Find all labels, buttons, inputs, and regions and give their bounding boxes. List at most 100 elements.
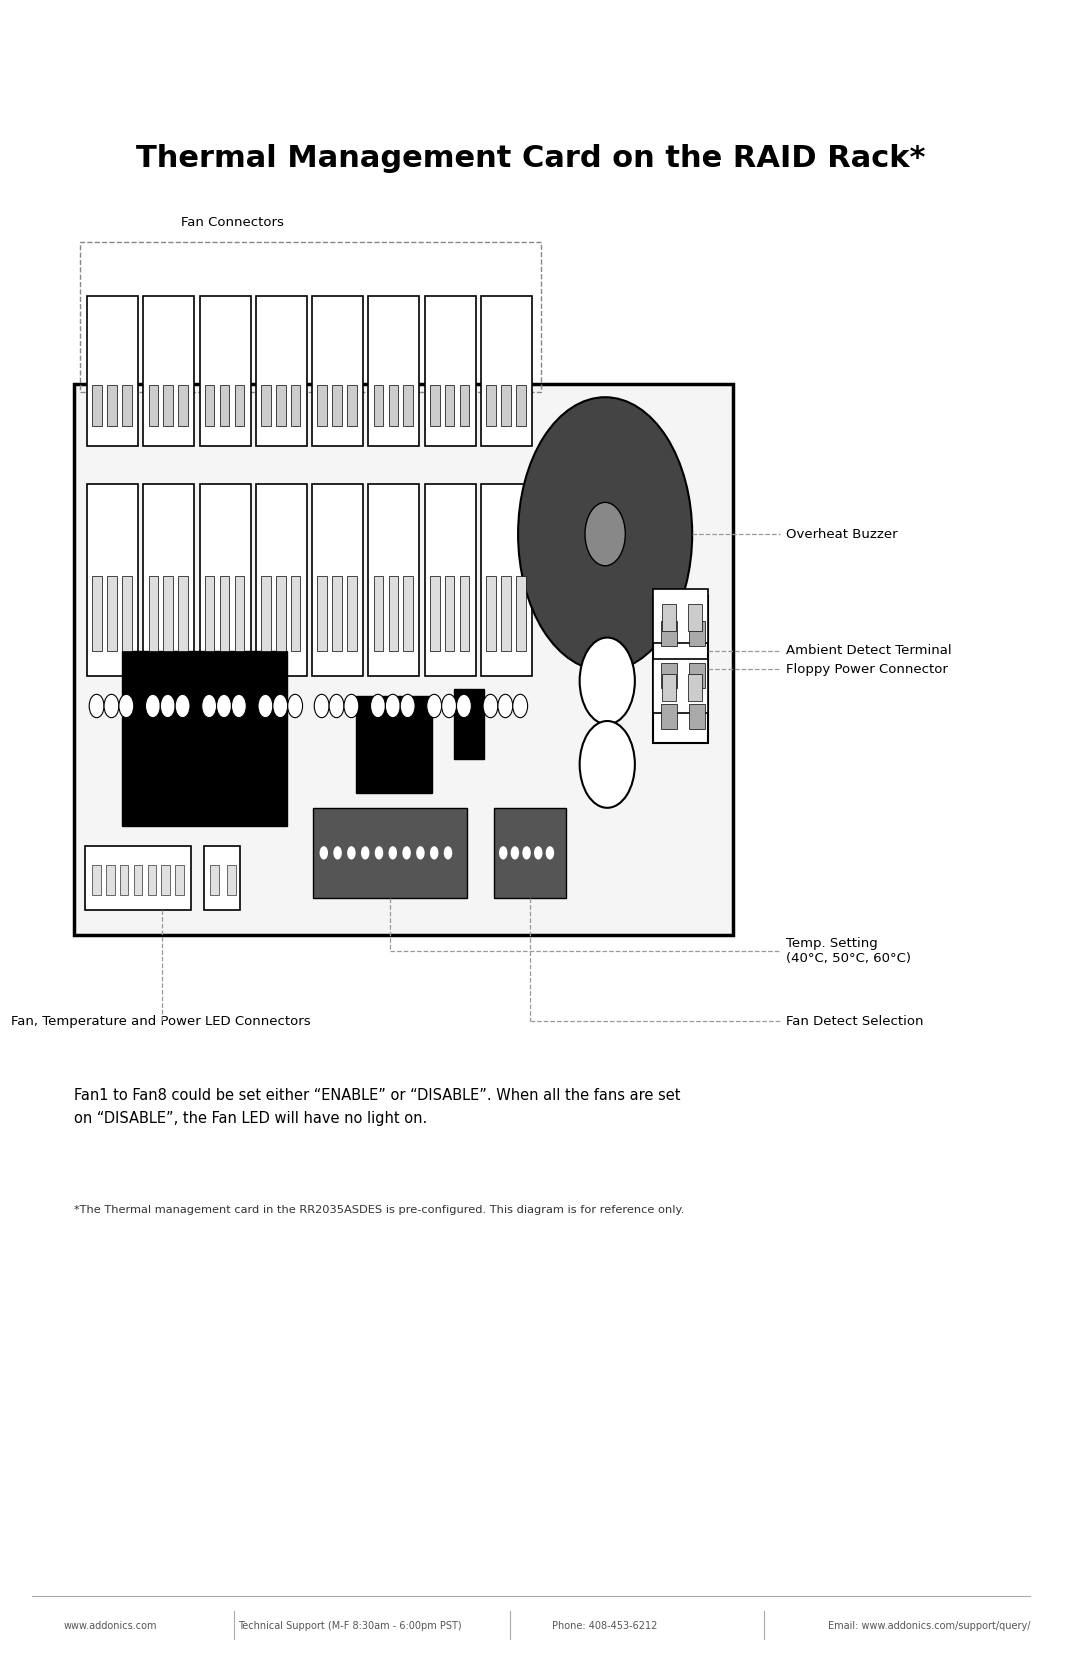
Circle shape <box>287 694 302 718</box>
Circle shape <box>430 846 438 860</box>
Bar <box>430 576 440 651</box>
Bar <box>234 384 244 426</box>
Text: Thermal Management Card on the RAID Rack*: Thermal Management Card on the RAID Rack… <box>136 144 926 174</box>
Circle shape <box>401 694 415 718</box>
Circle shape <box>361 846 369 860</box>
Bar <box>424 484 475 676</box>
Bar <box>106 865 114 895</box>
Text: Overheat Buzzer: Overheat Buzzer <box>785 527 897 541</box>
Bar <box>122 384 132 426</box>
Bar <box>460 576 469 651</box>
Bar <box>688 604 702 631</box>
Bar <box>234 576 244 651</box>
Bar <box>368 297 419 446</box>
Bar <box>205 576 215 651</box>
Bar <box>107 576 117 651</box>
Bar <box>501 384 511 426</box>
Bar <box>178 576 188 651</box>
Text: Temp. Setting
(40°C, 50°C, 60°C): Temp. Setting (40°C, 50°C, 60°C) <box>785 938 910 965</box>
Bar <box>163 576 173 651</box>
Bar <box>389 576 399 651</box>
Bar <box>460 384 469 426</box>
Bar <box>276 576 285 651</box>
Circle shape <box>175 694 190 718</box>
Circle shape <box>545 846 554 860</box>
Bar <box>211 865 218 895</box>
Text: Fan Connectors: Fan Connectors <box>180 215 283 229</box>
Circle shape <box>231 694 246 718</box>
Bar <box>661 704 677 729</box>
Circle shape <box>386 694 401 718</box>
Bar <box>134 865 143 895</box>
Bar <box>318 576 327 651</box>
Bar <box>107 384 117 426</box>
Bar <box>120 865 129 895</box>
Circle shape <box>334 846 342 860</box>
Bar <box>312 484 363 676</box>
Circle shape <box>511 846 519 860</box>
Text: Floppy Power Connector: Floppy Power Connector <box>785 663 947 676</box>
Bar <box>161 865 170 895</box>
Bar <box>144 297 194 446</box>
Bar <box>374 576 383 651</box>
Text: *The Thermal management card in the RR2035ASDES is pre-configured. This diagram : *The Thermal management card in the RR20… <box>75 1205 685 1215</box>
Bar <box>424 297 475 446</box>
Bar <box>662 674 676 701</box>
Bar <box>80 242 541 392</box>
Circle shape <box>427 694 442 718</box>
Bar <box>149 384 158 426</box>
Bar <box>355 696 432 793</box>
Text: Fan1 to Fan8 could be set either “ENABLE” or “DISABLE”. When all the fans are se: Fan1 to Fan8 could be set either “ENABLE… <box>75 1088 680 1127</box>
Bar <box>87 484 138 676</box>
Bar <box>75 384 732 935</box>
Text: Phone: 408-453-6212: Phone: 408-453-6212 <box>553 1621 658 1631</box>
Bar <box>486 576 496 651</box>
Bar <box>291 576 300 651</box>
Circle shape <box>457 694 471 718</box>
Bar <box>219 384 229 426</box>
Bar <box>261 384 271 426</box>
Circle shape <box>498 694 513 718</box>
Bar <box>85 846 191 910</box>
Bar <box>333 384 342 426</box>
Circle shape <box>483 694 498 718</box>
Circle shape <box>585 502 625 566</box>
Bar <box>347 576 356 651</box>
Bar <box>200 297 251 446</box>
Bar <box>318 384 327 426</box>
Bar <box>312 297 363 446</box>
Circle shape <box>258 694 273 718</box>
Bar <box>93 865 100 895</box>
Text: Technical Support (M-F 8:30am - 6:00pm PST): Technical Support (M-F 8:30am - 6:00pm P… <box>239 1621 462 1631</box>
Bar <box>501 576 511 651</box>
Circle shape <box>499 846 508 860</box>
Bar <box>204 846 240 910</box>
Circle shape <box>320 846 328 860</box>
Bar <box>404 384 413 426</box>
Circle shape <box>580 721 635 808</box>
Circle shape <box>343 694 359 718</box>
Bar <box>87 297 138 446</box>
Circle shape <box>523 846 531 860</box>
Bar <box>227 865 235 895</box>
Bar <box>389 384 399 426</box>
Bar <box>205 384 215 426</box>
Bar <box>374 384 383 426</box>
Bar <box>516 384 526 426</box>
Text: Ambient Detect Terminal: Ambient Detect Terminal <box>785 644 951 658</box>
Circle shape <box>389 846 397 860</box>
Circle shape <box>534 846 542 860</box>
Circle shape <box>403 846 410 860</box>
Bar <box>333 576 342 651</box>
Bar <box>256 297 307 446</box>
Circle shape <box>90 694 104 718</box>
Circle shape <box>580 638 635 724</box>
Circle shape <box>518 397 692 671</box>
Bar <box>653 596 708 743</box>
Bar <box>261 576 271 651</box>
Circle shape <box>314 694 329 718</box>
Circle shape <box>160 694 175 718</box>
Bar <box>653 659 708 713</box>
Bar <box>93 384 102 426</box>
Bar <box>276 384 285 426</box>
